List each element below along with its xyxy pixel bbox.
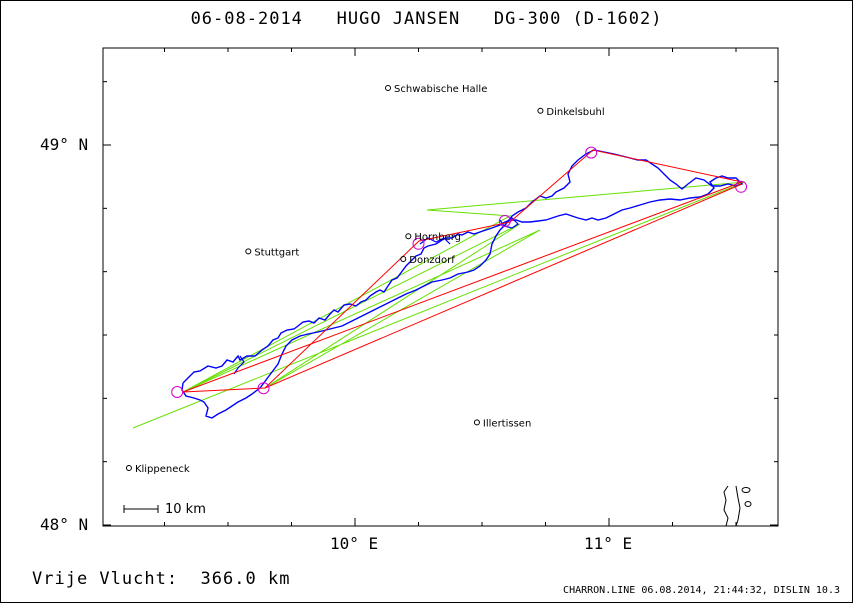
green-legs: [132, 181, 746, 429]
free-flight-value: 366.0 km: [200, 569, 291, 589]
place-label: Illertissen: [483, 418, 531, 429]
place-label: Stuttgart: [254, 247, 299, 258]
scale-bar-label: 10 km: [165, 502, 206, 517]
place-marker: [537, 107, 544, 114]
free-flight-distance: Vrije Vlucht: 366.0 km: [32, 569, 290, 589]
place-marker: [400, 256, 407, 262]
task-return: [264, 183, 743, 389]
free-flight-label: Vrije Vlucht:: [32, 569, 179, 589]
scale-bar: 10 km: [123, 502, 206, 517]
place-marker: [385, 85, 392, 91]
lake-outline: [723, 485, 752, 527]
turnpoint-marker: [412, 237, 425, 250]
lon-label-10: 10° E: [330, 534, 378, 553]
axis-ticks: [103, 48, 778, 526]
footer-credit: CHARRON.LINE 06.08.2014, 21:44:32, DISLI…: [563, 585, 840, 596]
red-task: [182, 149, 744, 393]
turnpoint-marker: [735, 180, 748, 193]
turnpoint-marker: [171, 386, 184, 398]
map-plot-area: [102, 47, 779, 527]
place-label: Hornberg: [414, 232, 461, 243]
flight-title: 06-08-2014 HUGO JANSEN DG-300 (D-1602): [190, 9, 663, 29]
place-label: Schwabische Halle: [394, 84, 487, 95]
place-marker: [473, 419, 480, 426]
green-leg-lines: [132, 181, 746, 429]
place-marker: [245, 248, 252, 255]
place-marker: [125, 465, 132, 471]
place-label: Dinkelsbuhl: [546, 107, 604, 118]
place-label: Donzdorf: [409, 255, 455, 266]
place-marker: [405, 233, 412, 240]
turnpoint-marker: [585, 146, 598, 159]
place-label: Klippeneck: [135, 464, 190, 475]
turnpoint-marker: [257, 382, 270, 395]
lon-label-11: 11° E: [584, 534, 632, 553]
turnpoints: [171, 146, 748, 398]
places: Schwabische Halle Dinkelsbuhl Stuttgart Hor…: [125, 84, 605, 475]
blue-track: [181, 149, 744, 419]
lat-label-49: 49° N: [40, 135, 88, 154]
lat-label-48: 48° N: [40, 515, 88, 534]
turnpoint-marker: [498, 215, 511, 227]
task-outline: [182, 149, 744, 393]
